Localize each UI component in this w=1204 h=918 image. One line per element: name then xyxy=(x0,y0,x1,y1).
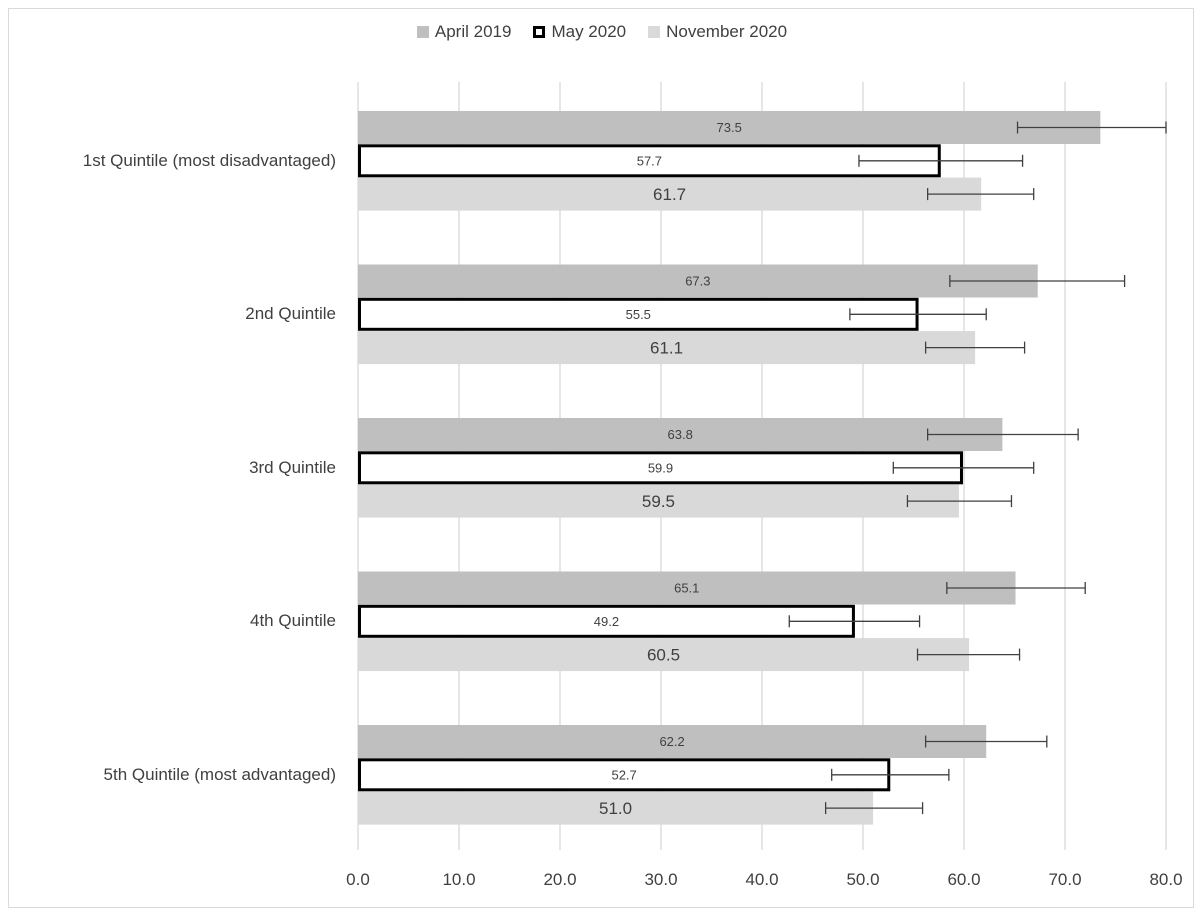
data-label: 62.2 xyxy=(659,734,684,749)
bar xyxy=(358,331,976,365)
bar xyxy=(358,571,1016,605)
legend-item-november-2020: November 2020 xyxy=(648,22,787,42)
data-label: 59.9 xyxy=(648,460,673,475)
bar xyxy=(358,111,1101,144)
data-label: 59.5 xyxy=(642,492,675,511)
bar xyxy=(358,604,855,638)
category-label-4: 4th Quintile xyxy=(250,611,336,631)
bar xyxy=(358,725,987,758)
data-label: 73.5 xyxy=(717,120,742,135)
x-tick-label: 10.0 xyxy=(442,870,476,889)
category-label-2: 2nd Quintile xyxy=(245,304,336,324)
x-tick-label: 30.0 xyxy=(644,870,678,889)
data-label: 65.1 xyxy=(674,581,699,596)
bar xyxy=(358,418,1003,451)
bar xyxy=(358,791,874,825)
legend-swatch-may-2020 xyxy=(533,26,546,38)
category-label-1: 1st Quintile (most disadvantaged) xyxy=(82,150,336,170)
data-label: 67.3 xyxy=(685,274,710,289)
x-tick-label: 50.0 xyxy=(846,870,880,889)
data-label: 61.1 xyxy=(650,339,683,358)
bar xyxy=(358,484,959,518)
bar xyxy=(358,638,970,672)
data-label: 63.8 xyxy=(668,427,693,442)
legend: April 2019 May 2020 November 2020 xyxy=(0,22,1204,42)
x-tick-label: 40.0 xyxy=(745,870,779,889)
category-label-5: 5th Quintile (most advantaged) xyxy=(103,764,336,784)
bar xyxy=(358,264,1038,298)
data-label: 60.5 xyxy=(647,646,680,665)
legend-item-april-2019: April 2019 xyxy=(416,22,512,42)
category-label-3: 3rd Quintile xyxy=(249,457,336,477)
legend-item-may-2020: May 2020 xyxy=(533,22,626,42)
x-tick-label: 80.0 xyxy=(1149,870,1183,889)
legend-swatch-april-2019 xyxy=(416,26,429,38)
data-label: 52.7 xyxy=(611,767,636,782)
bar xyxy=(358,758,891,792)
x-tick-label: 0.0 xyxy=(346,870,370,889)
x-tick-label: 70.0 xyxy=(1048,870,1082,889)
data-label: 55.5 xyxy=(626,307,651,322)
x-tick-label: 60.0 xyxy=(947,870,981,889)
data-label: 49.2 xyxy=(594,614,619,629)
legend-label-may-2020: May 2020 xyxy=(551,22,627,41)
data-label: 51.0 xyxy=(599,799,632,818)
legend-swatch-november-2020 xyxy=(648,26,661,38)
bar xyxy=(358,177,982,211)
legend-label-november-2020: November 2020 xyxy=(666,22,788,41)
legend-label-april-2019: April 2019 xyxy=(434,22,512,41)
data-label: 61.7 xyxy=(653,185,686,204)
x-tick-label: 20.0 xyxy=(543,870,577,889)
data-label: 57.7 xyxy=(637,153,662,168)
